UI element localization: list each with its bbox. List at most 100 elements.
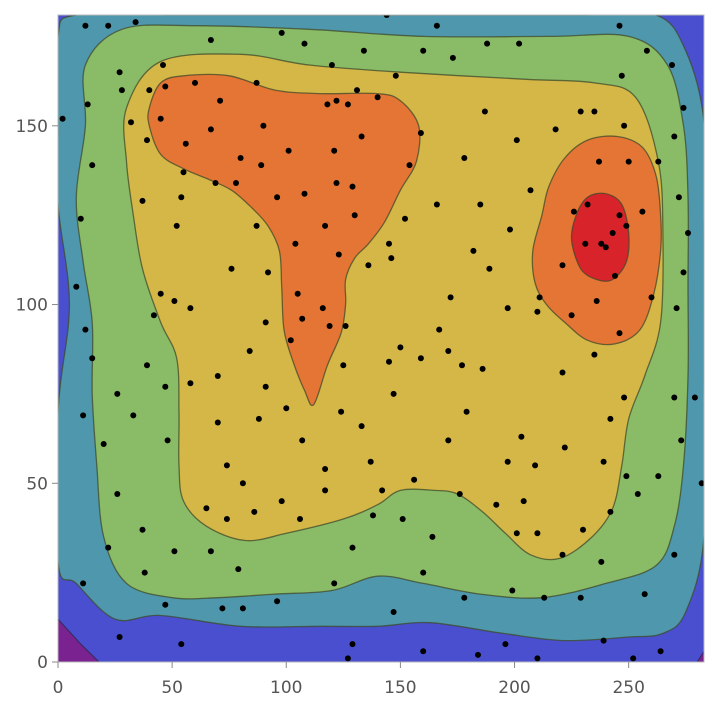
data-point: [239, 605, 246, 612]
data-point: [534, 655, 541, 662]
data-point: [253, 79, 260, 86]
data-point: [685, 230, 691, 236]
x-tick-label: 150: [384, 678, 416, 698]
data-point: [219, 605, 226, 612]
data-point: [294, 290, 301, 297]
data-point: [324, 101, 331, 108]
data-point: [623, 222, 630, 229]
contour-regions: [58, 15, 704, 662]
data-point: [447, 294, 454, 301]
data-point: [162, 83, 169, 90]
data-point: [397, 344, 404, 351]
data-point: [100, 441, 107, 447]
data-point: [251, 508, 258, 515]
x-tick-label: 50: [161, 678, 183, 698]
sample-points: [59, 15, 704, 662]
data-point: [253, 222, 260, 229]
data-point: [671, 394, 678, 401]
x-tick-label: 200: [498, 678, 530, 698]
data-point: [623, 473, 630, 480]
data-point: [616, 212, 623, 219]
data-point: [456, 491, 463, 497]
data-point: [655, 473, 662, 480]
data-point: [386, 240, 392, 247]
data-point: [223, 462, 230, 469]
data-point: [207, 37, 214, 43]
data-point: [207, 548, 214, 555]
data-point: [591, 108, 598, 115]
data-point: [203, 505, 210, 512]
data-point: [459, 362, 465, 369]
data-point: [338, 408, 345, 415]
data-point: [484, 40, 491, 47]
data-point: [301, 40, 308, 47]
data-point: [297, 516, 303, 522]
y-tick-label: 100: [16, 296, 48, 316]
data-point: [433, 201, 440, 208]
data-point: [114, 491, 121, 497]
data-point: [344, 101, 351, 108]
data-point: [598, 558, 605, 565]
data-point: [507, 226, 513, 233]
data-point: [657, 648, 664, 655]
data-point: [417, 130, 424, 136]
data-point: [171, 298, 178, 304]
data-point: [593, 298, 600, 304]
data-point: [621, 394, 628, 401]
data-point: [173, 222, 180, 229]
data-point: [596, 158, 602, 165]
data-point: [600, 637, 607, 644]
data-point: [178, 641, 185, 648]
data-point: [162, 383, 169, 390]
data-point: [262, 319, 269, 326]
data-point: [486, 265, 493, 272]
data-point: [534, 308, 541, 315]
data-point: [445, 437, 452, 444]
data-point: [77, 215, 84, 222]
data-point: [89, 162, 96, 169]
data-point: [214, 373, 221, 379]
plot-frame: [57, 14, 705, 663]
data-point: [402, 215, 408, 222]
data-point: [214, 419, 221, 426]
data-point: [390, 390, 397, 397]
data-point: [358, 133, 365, 140]
data-point: [340, 362, 347, 369]
data-point: [84, 101, 91, 108]
x-tick-label: 250: [612, 678, 644, 698]
data-point: [292, 240, 299, 247]
data-point: [150, 312, 157, 319]
data-point: [580, 526, 586, 533]
data-point: [477, 201, 484, 208]
data-point: [82, 326, 89, 333]
data-point: [673, 305, 680, 312]
data-point: [192, 79, 198, 86]
data-point: [584, 201, 591, 208]
data-point: [591, 351, 598, 358]
data-point: [228, 265, 235, 272]
data-point: [82, 22, 89, 29]
data-point: [598, 240, 605, 247]
data-point: [374, 94, 381, 101]
data-point: [513, 530, 520, 537]
data-point: [379, 487, 386, 494]
data-point: [534, 530, 541, 537]
data-point: [568, 312, 575, 319]
data-point: [602, 244, 609, 251]
data-point: [162, 601, 169, 608]
data-point: [80, 580, 87, 587]
data-point: [678, 437, 685, 444]
data-point: [207, 126, 214, 133]
data-point: [390, 609, 397, 615]
data-point: [217, 97, 224, 104]
data-point: [570, 208, 577, 215]
data-point: [342, 323, 349, 329]
data-point: [283, 405, 290, 412]
data-point: [449, 54, 456, 61]
data-point: [255, 415, 262, 422]
data-point: [532, 462, 539, 469]
data-point: [139, 526, 146, 533]
data-point: [536, 294, 543, 301]
data-point: [132, 19, 139, 26]
